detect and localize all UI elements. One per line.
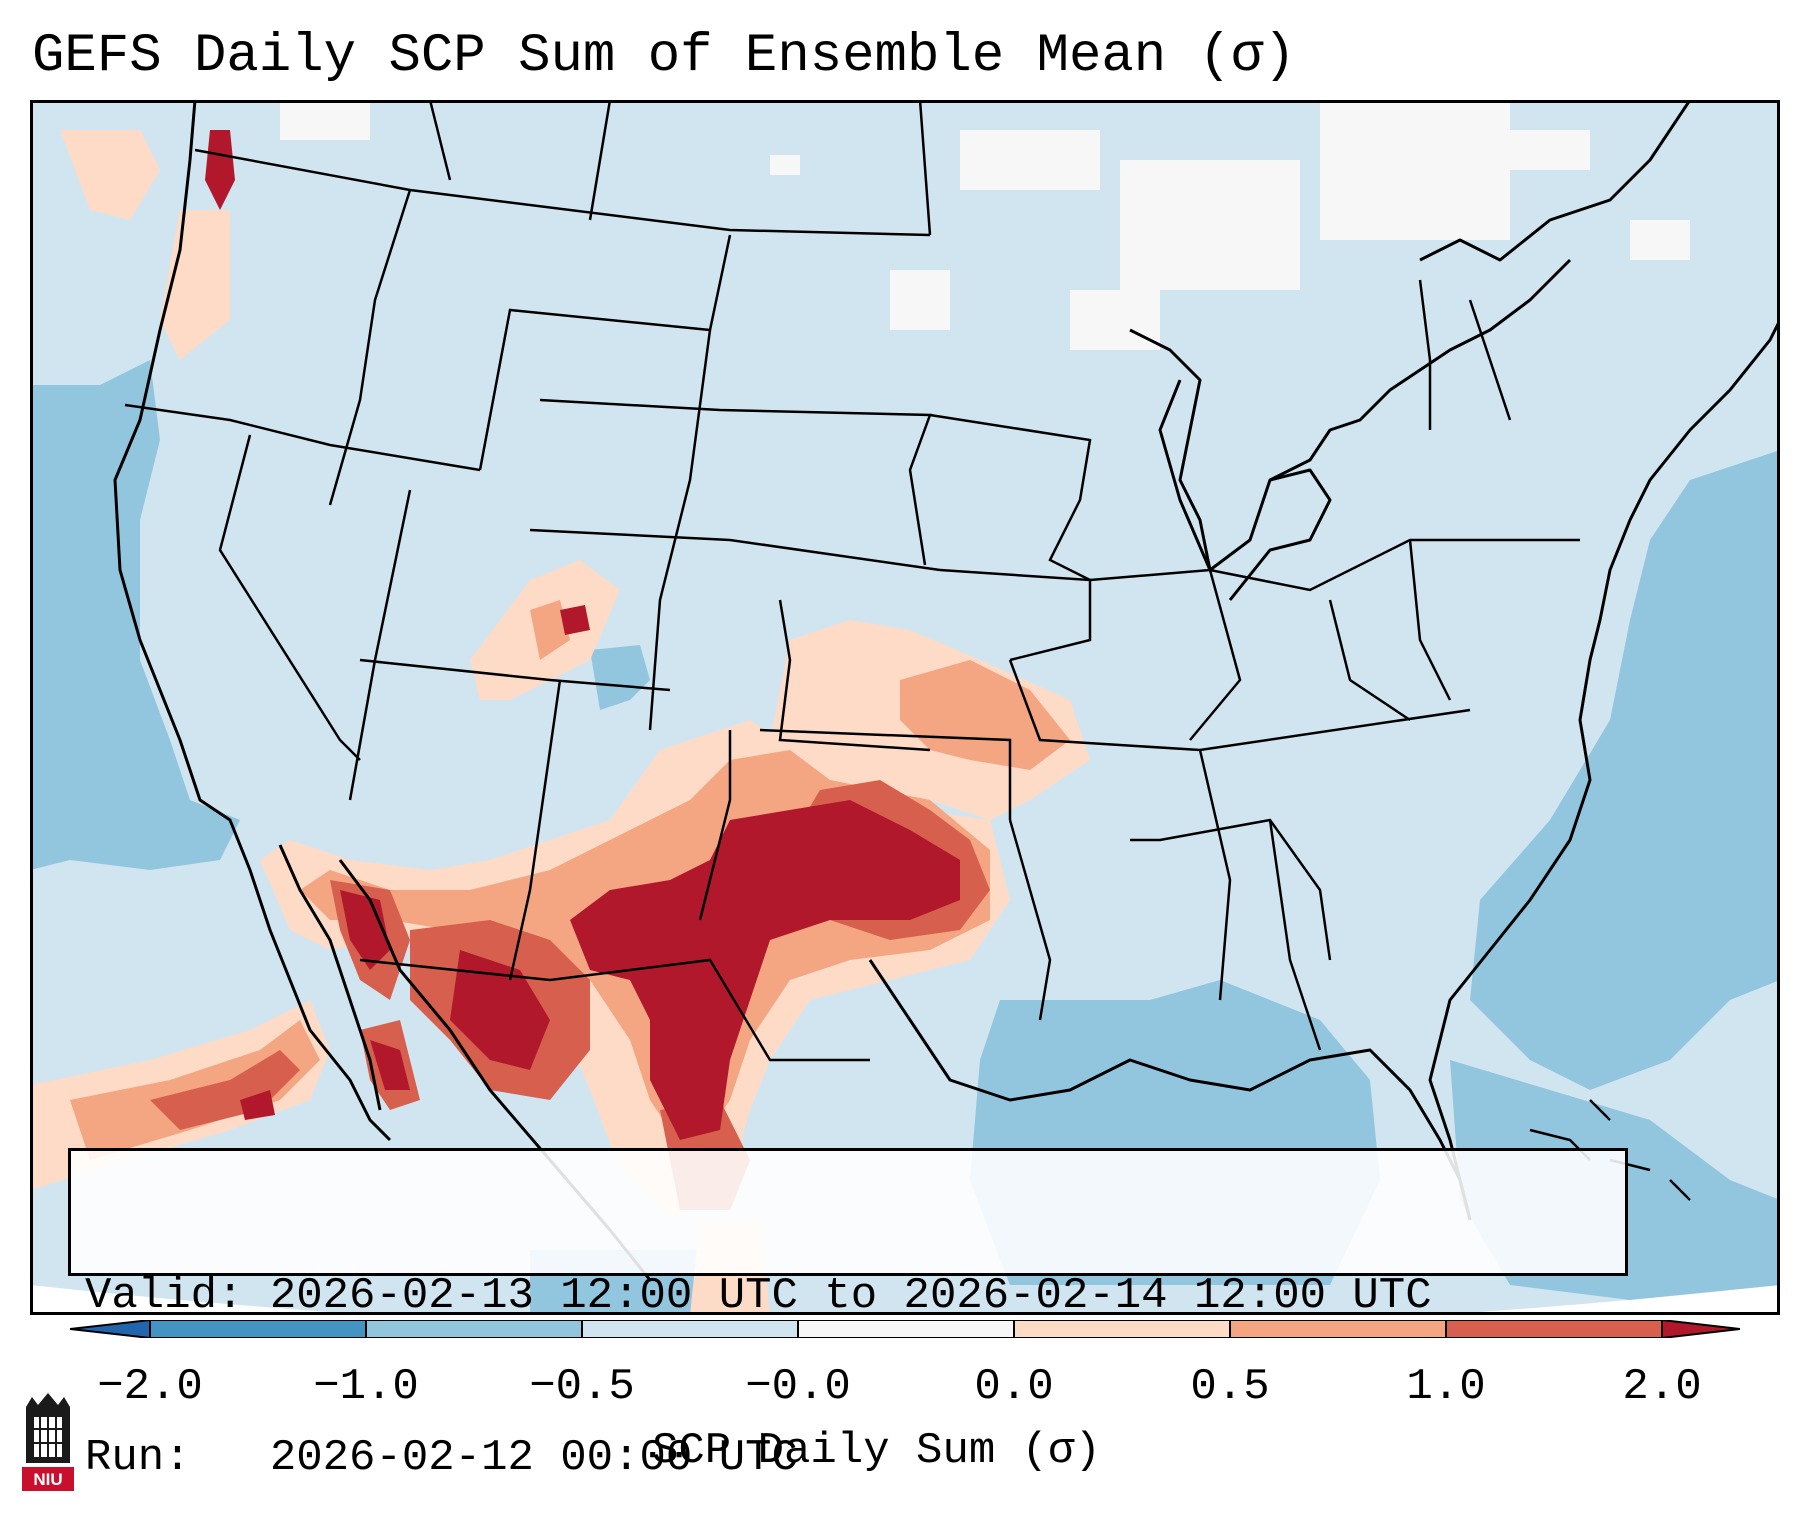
colorbar-tick-label: 0.0 [974, 1362, 1054, 1412]
colorbar-tick-label: −0.0 [745, 1362, 851, 1412]
field-zero-regions [280, 100, 1690, 350]
colorbar-segment-n2-n1 [150, 1320, 366, 1338]
colorbar-tick-label: 2.0 [1622, 1362, 1702, 1412]
valid-run-info-box: Valid: 2026-02-13 12:00 UTC to 2026-02-1… [68, 1148, 1628, 1483]
colorbar-segment-1-2 [1446, 1320, 1662, 1338]
map-panel [30, 100, 1780, 1315]
state-borders [124, 100, 1580, 1062]
colorbar-tick-label: −1.0 [313, 1362, 419, 1412]
niu-logo-icon: NIU [22, 1393, 74, 1491]
colorbar-tick-label: −2.0 [97, 1362, 203, 1412]
svg-text:NIU: NIU [33, 1470, 62, 1489]
colorbar-ticks [149, 1320, 1663, 1338]
colorbar-extend-high [1662, 1320, 1740, 1338]
colorbar-segment-0-05 [1014, 1320, 1230, 1338]
colorbar-tick-label: 1.0 [1406, 1362, 1486, 1412]
run-time-text: Run: 2026-02-12 00:00 UTC [85, 1433, 798, 1483]
field-positive-extreme [205, 130, 960, 1140]
map-frame [30, 100, 1780, 1315]
colorbar-segment-05-1 [1230, 1320, 1446, 1338]
colorbar-segment-n05-0 [582, 1320, 798, 1338]
map-title: GEFS Daily SCP Sum of Ensemble Mean (σ) [32, 26, 1296, 87]
colorbar-segment-zero [798, 1320, 1014, 1338]
valid-time-text: Valid: 2026-02-13 12:00 UTC to 2026-02-1… [85, 1271, 1432, 1321]
colorbar-segment-n1-n05 [366, 1320, 582, 1338]
colorbar-label: SCP Daily Sum (σ) [652, 1426, 1101, 1476]
colorbar-tick-label: 0.5 [1190, 1362, 1270, 1412]
map-canvas [30, 100, 1780, 1315]
colorbar-extend-low [70, 1320, 150, 1338]
colorbar-tick-label: −0.5 [529, 1362, 635, 1412]
colorbar [70, 1320, 1740, 1338]
